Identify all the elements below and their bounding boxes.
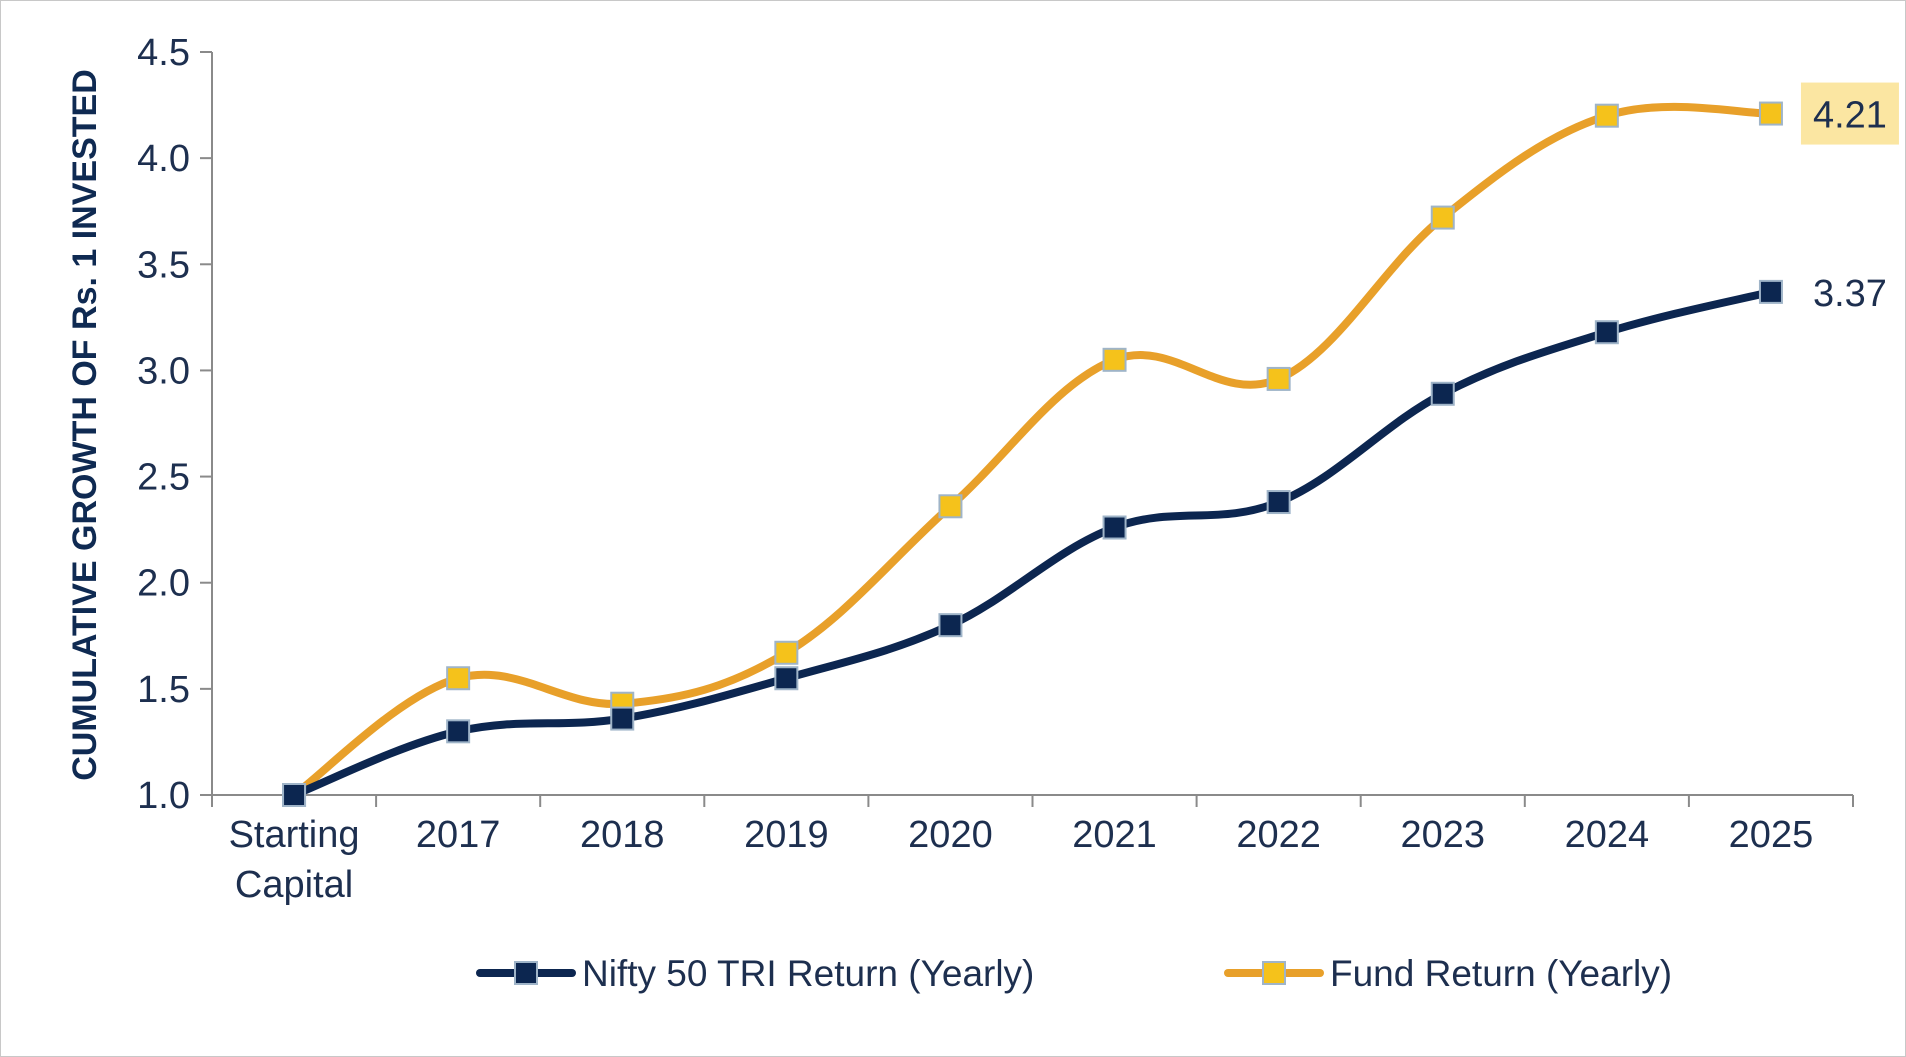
- legend-swatch-marker-0: [514, 961, 538, 985]
- legend-swatch-marker-1: [1262, 961, 1286, 985]
- end-labels: 3.37 4.21: [1800, 82, 1899, 315]
- series-1-point: [1594, 103, 1619, 128]
- end-label-highlight: [1800, 82, 1899, 145]
- y-tick-label: 2.5: [137, 457, 190, 499]
- x-tick-label: 2020: [908, 814, 993, 856]
- x-tick-label: 2019: [744, 814, 829, 856]
- axes: 1.0 1.5 2.0 2.5 3.0 3.5 4.0 4.5 Starting Capital 2…: [137, 32, 1854, 906]
- x-tick-label: 2022: [1236, 814, 1321, 856]
- series-0-point: [1102, 515, 1127, 540]
- legend-label-0: Nifty 50 TRI Return (Yearly): [582, 953, 1034, 994]
- x-tick-label: 2023: [1400, 814, 1485, 856]
- x-tick-label: 2018: [580, 814, 665, 856]
- legend: Nifty 50 TRI Return (Yearly) Fund Return …: [476, 953, 1672, 994]
- series-1-point: [1102, 347, 1127, 372]
- y-tick-label: 4.0: [137, 138, 190, 180]
- series-layer: [282, 101, 1783, 807]
- series-0-point: [282, 783, 307, 807]
- series-1-point: [1266, 366, 1291, 391]
- end-label-0: 3.37: [1813, 273, 1887, 315]
- y-tick-label: 4.5: [137, 32, 190, 74]
- y-tick-label: 3.0: [137, 350, 190, 392]
- y-tick-label: 3.5: [137, 244, 190, 286]
- series-1-point: [938, 494, 963, 519]
- series-line-1: [290, 102, 1775, 799]
- y-tick-label: 1.5: [137, 669, 190, 711]
- x-tick-label: 2024: [1565, 814, 1650, 856]
- legend-label-1: Fund Return (Yearly): [1330, 953, 1672, 994]
- x-tick-label: 2017: [416, 814, 501, 856]
- x-tick-label: Starting Capital: [229, 814, 360, 906]
- series-0-point: [1758, 279, 1783, 304]
- series-0-point: [446, 719, 471, 744]
- end-label-1: 4.21: [1813, 95, 1887, 137]
- series-0-point: [774, 666, 799, 691]
- x-tick-label: 2025: [1729, 814, 1814, 856]
- series-line-0: [290, 287, 1775, 799]
- y-tick-label: 2.0: [137, 563, 190, 605]
- series-0-point: [1430, 381, 1455, 406]
- series-0-point: [1266, 490, 1291, 515]
- series-0-point: [938, 613, 963, 638]
- series-1-point: [446, 666, 471, 691]
- series-0-point: [610, 706, 635, 731]
- series-0-point: [1594, 320, 1619, 345]
- x-tick-label: 2021: [1072, 814, 1157, 856]
- y-axis-title: CUMULATIVE GROWTH OF Rs. 1 INVESTED: [66, 69, 104, 781]
- series-1-point: [1430, 205, 1455, 230]
- series-1-point: [774, 640, 799, 665]
- series-1-point: [1758, 101, 1783, 126]
- y-tick-label: 1.0: [137, 775, 190, 817]
